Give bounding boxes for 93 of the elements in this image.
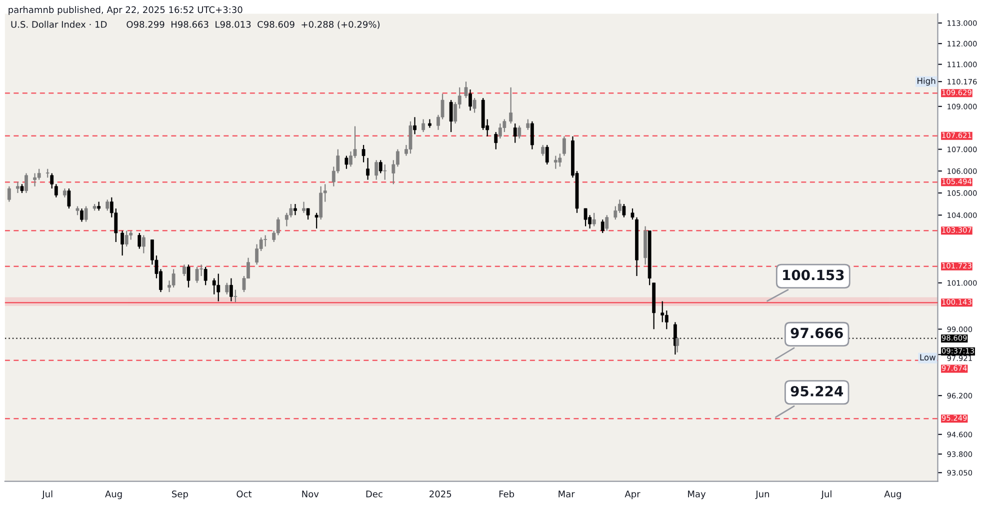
candlestick — [630, 208, 634, 220]
candlestick — [374, 160, 378, 180]
candlestick — [302, 201, 306, 214]
candlestick — [50, 172, 54, 190]
candlestick — [600, 219, 604, 234]
candlestick — [449, 100, 453, 133]
candlestick — [124, 230, 128, 248]
candlestick — [468, 88, 472, 112]
candlestick — [554, 155, 558, 170]
candlestick — [494, 131, 498, 150]
annotation: 95.224 — [790, 386, 844, 396]
candlestick — [229, 278, 233, 302]
annotation: parhamnb published, Apr 22, 2025 16:52 UTC+3:30 — [8, 6, 242, 15]
candlestick — [383, 164, 387, 180]
candlestick — [138, 232, 142, 250]
candlestick — [294, 203, 297, 216]
candlestick — [541, 144, 545, 156]
candlestick — [172, 268, 176, 288]
candlestick — [422, 118, 426, 133]
x-tick-label: Apr — [624, 490, 640, 500]
candlestick — [80, 208, 84, 222]
candlestick — [592, 212, 596, 227]
candlestick — [84, 206, 88, 222]
candlestick — [106, 199, 110, 212]
x-tick-label: Feb — [499, 490, 514, 498]
candlestick — [225, 282, 229, 295]
candlestick — [472, 97, 476, 114]
candlestick — [67, 188, 71, 209]
annotation: 97.666 — [790, 328, 843, 338]
candlestick — [413, 116, 416, 135]
candlestick — [362, 144, 366, 163]
candlestick — [204, 266, 208, 286]
x-tick-label: Aug — [105, 490, 122, 500]
x-tick-label: Jul — [820, 490, 832, 500]
x-tick-label: May — [688, 490, 706, 500]
candlestick — [464, 81, 468, 98]
candlestick — [530, 120, 534, 150]
candlestick — [182, 264, 186, 277]
candlestick — [513, 122, 517, 144]
candlestick — [216, 273, 220, 302]
candlestick — [255, 244, 259, 266]
candlestick — [518, 125, 522, 140]
candlestick — [614, 206, 618, 220]
candlestick — [660, 300, 664, 323]
candlestick — [618, 199, 622, 214]
x-tick-label: Nov — [302, 490, 319, 498]
x-tick-label: Sep — [172, 490, 188, 500]
candlestick — [676, 336, 680, 353]
candlestick — [502, 118, 506, 133]
candlestick — [306, 208, 310, 220]
candlestick — [605, 214, 609, 232]
x-tick-label: Mar — [558, 490, 575, 498]
candlestick — [344, 155, 348, 170]
candlestick — [428, 118, 432, 128]
candlestick — [558, 153, 562, 168]
candlestick — [584, 208, 588, 227]
candlestick — [37, 168, 41, 180]
candlestick — [212, 278, 216, 295]
candlestick — [509, 86, 513, 124]
text: O98.299 H98.663 L98.013 C98.609 +0.288 (+0.29%) — [126, 20, 380, 29]
x-tick-label: Aug — [884, 490, 901, 500]
text: U.S. Dollar Index · 1D — [11, 20, 107, 28]
x-tick-label: Oct — [236, 490, 252, 498]
candlestick — [622, 203, 626, 218]
candlestick — [289, 203, 293, 218]
candlestick — [7, 186, 11, 202]
candlestick — [54, 184, 58, 198]
annotation: 100.153 — [783, 270, 844, 280]
candlestick — [276, 216, 280, 236]
annotation: High — [918, 78, 936, 86]
candlestick — [186, 264, 190, 288]
candlestick — [664, 310, 668, 330]
candlestick — [378, 160, 382, 174]
candlestick — [195, 266, 199, 284]
candlestick — [24, 172, 28, 194]
candlestick — [120, 230, 124, 256]
candlestick — [366, 157, 370, 180]
candlestick — [526, 118, 530, 130]
candlestick — [234, 289, 238, 303]
candlestick — [16, 181, 20, 194]
candlestick — [498, 122, 502, 140]
candlestick — [545, 144, 549, 166]
candlestick — [142, 234, 146, 254]
candlestick — [408, 120, 412, 154]
x-tick-label: Dec — [366, 490, 382, 498]
annotation: Low — [920, 354, 936, 360]
candlestick — [264, 234, 268, 248]
x-tick-label: Jul — [42, 490, 52, 500]
x-tick-label: Jun — [755, 490, 769, 500]
candlestick — [33, 172, 37, 187]
candlestick — [562, 136, 566, 156]
x-tick-label: 2025 — [430, 490, 452, 498]
candlestick — [314, 212, 318, 230]
